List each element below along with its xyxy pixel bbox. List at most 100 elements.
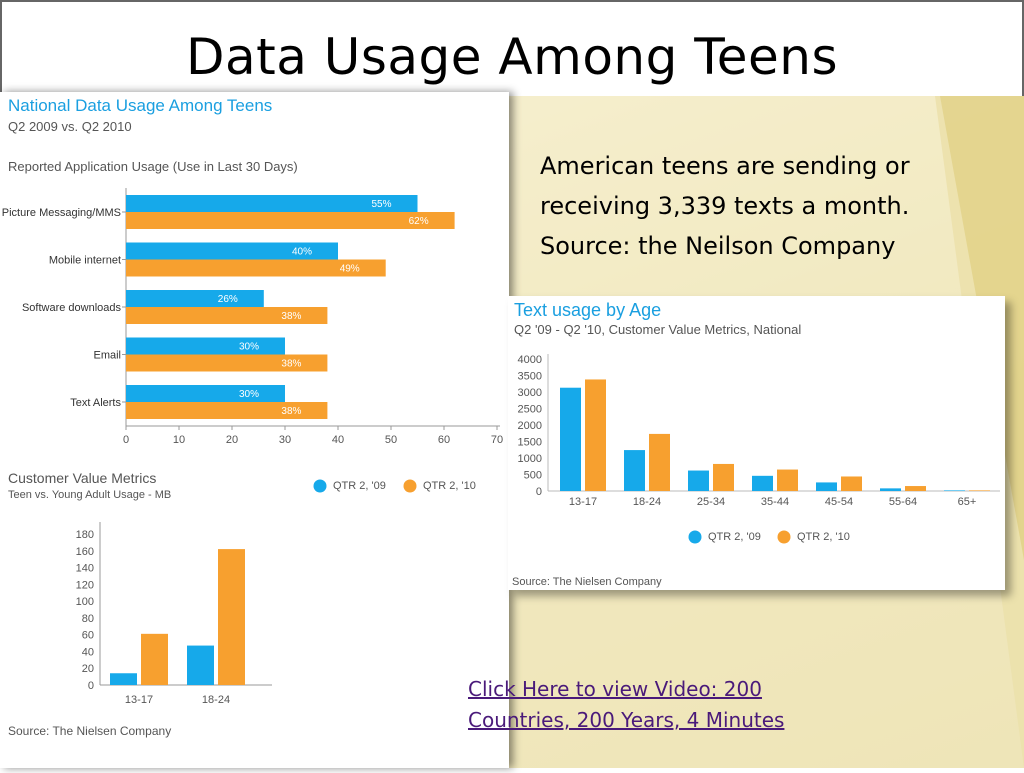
national-usage-bar xyxy=(126,354,328,372)
frame-top-border xyxy=(0,0,1024,2)
customer-value-legend-dot xyxy=(403,479,417,493)
text-usage-x-tick-label: 55-64 xyxy=(889,496,917,508)
customer-value-legend: QTR 2, '09 QTR 2, '10 xyxy=(313,479,476,493)
info-text-block: American teens are sending or receiving … xyxy=(540,146,980,266)
text-usage-title: Text usage by Age xyxy=(514,300,661,320)
text-usage-bar xyxy=(624,450,645,491)
national-usage-category-label: Mobile internet xyxy=(49,255,121,267)
customer-value-y-tick-label: 120 xyxy=(76,579,94,591)
text-usage-bar xyxy=(841,476,862,491)
national-usage-bar-label: 49% xyxy=(340,264,360,275)
text-usage-legend-label: QTR 2, '10 xyxy=(797,531,850,543)
text-usage-legend-dot xyxy=(777,530,791,544)
national-usage-bar xyxy=(126,242,338,260)
national-usage-section-label: Reported Application Usage (Use in Last … xyxy=(8,159,298,174)
national-usage-x-tick-label: 60 xyxy=(438,434,450,446)
customer-value-title: Customer Value Metrics xyxy=(8,470,156,486)
text-usage-x-tick-label: 18-24 xyxy=(633,496,661,508)
national-usage-x-tick-label: 20 xyxy=(226,434,238,446)
video-link-line-1[interactable]: Click Here to view Video: 200 xyxy=(468,677,762,701)
customer-value-y-tick-label: 100 xyxy=(76,596,94,608)
slide-title: Data Usage Among Teens xyxy=(185,28,839,86)
text-usage-x-tick-label: 13-17 xyxy=(569,496,597,508)
text-usage-chart-svg: Text usage by Age Q2 '09 - Q2 '10, Custo… xyxy=(512,300,1000,588)
customer-value-subtitle: Teen vs. Young Adult Usage - MB xyxy=(8,489,171,501)
text-usage-bar xyxy=(880,488,901,491)
text-usage-y-tick-label: 3000 xyxy=(518,387,542,399)
national-usage-x-tick-label: 10 xyxy=(173,434,185,446)
national-usage-bar-label: 30% xyxy=(239,389,259,400)
frame-right-border xyxy=(1022,0,1024,96)
text-usage-bar xyxy=(688,470,709,491)
national-usage-x-tick-label: 30 xyxy=(279,434,291,446)
customer-value-y-tick-label: 180 xyxy=(76,529,94,541)
national-usage-title: National Data Usage Among Teens xyxy=(8,96,272,115)
text-usage-x-tick-label: 35-44 xyxy=(761,496,789,508)
text-usage-x-tick-label: 65+ xyxy=(958,496,977,508)
customer-value-y-tick-label: 80 xyxy=(82,613,94,625)
national-usage-subtitle: Q2 2009 vs. Q2 2010 xyxy=(8,119,132,134)
national-usage-x-tick-label: 50 xyxy=(385,434,397,446)
video-link-line-2[interactable]: Countries, 200 Years, 4 Minutes xyxy=(468,708,785,732)
left-chart-panel: National Data Usage Among Teens Q2 2009 … xyxy=(0,92,509,768)
video-link[interactable]: Click Here to view Video: 200 Countries,… xyxy=(468,674,828,736)
national-usage-bar-label: 26% xyxy=(218,294,238,305)
customer-value-y-tick-label: 20 xyxy=(82,663,94,675)
customer-value-bar xyxy=(187,645,214,685)
text-usage-subtitle: Q2 '09 - Q2 '10, Customer Value Metrics,… xyxy=(514,322,801,337)
national-usage-bar-label: 62% xyxy=(409,216,429,227)
customer-value-axes: 0 20 40 60 80 100 120 140 160 180 13-17 18-24 xyxy=(76,522,272,706)
text-usage-y-tick-label: 4000 xyxy=(518,354,542,366)
customer-value-bars xyxy=(110,549,245,685)
customer-value-y-tick-label: 160 xyxy=(76,546,94,558)
customer-value-y-tick-label: 140 xyxy=(76,563,94,575)
text-usage-chart-panel: Text usage by Age Q2 '09 - Q2 '10, Custo… xyxy=(508,296,1005,590)
text-usage-y-tick-label: 3500 xyxy=(518,371,542,383)
national-usage-bar xyxy=(126,195,418,212)
national-usage-x-tick-label: 0 xyxy=(123,434,129,446)
text-usage-y-tick-label: 2500 xyxy=(518,404,542,416)
left-charts-svg: National Data Usage Among Teens Q2 2009 … xyxy=(2,96,503,738)
customer-value-y-tick-label: 60 xyxy=(82,630,94,642)
text-usage-source: Source: The Nielsen Company xyxy=(512,576,662,588)
national-usage-bar xyxy=(126,307,328,324)
text-usage-bar xyxy=(969,490,990,491)
national-usage-bar xyxy=(126,402,328,419)
text-usage-bar xyxy=(777,469,798,491)
national-usage-x-ticks: 0 10 20 30 40 50 60 70 xyxy=(123,426,503,446)
info-line-1: American teens are sending or xyxy=(540,152,910,180)
customer-value-y-tick-label: 40 xyxy=(82,646,94,658)
text-usage-bar xyxy=(649,433,670,491)
national-usage-x-tick-label: 40 xyxy=(332,434,344,446)
national-usage-bar-label: 38% xyxy=(281,359,301,370)
text-usage-bar xyxy=(752,475,773,491)
customer-value-legend-label: QTR 2, '09 xyxy=(333,480,386,492)
text-usage-bar xyxy=(585,379,606,491)
customer-value-bar xyxy=(218,549,245,685)
customer-value-legend-dot xyxy=(313,479,327,493)
national-usage-bar xyxy=(126,212,455,229)
national-usage-bar-label: 30% xyxy=(239,342,259,353)
national-usage-category-label: Software downloads xyxy=(22,302,122,314)
text-usage-y-tick-label: 0 xyxy=(536,486,542,498)
national-usage-category-label: Text Alerts xyxy=(70,397,121,409)
info-line-2: receiving 3,339 texts a month. xyxy=(540,192,910,220)
national-usage-category-labels: Picture Messaging/MMS Mobile internet Soft… xyxy=(2,207,126,409)
text-usage-bar xyxy=(713,463,734,491)
info-line-3: Source: the Neilson Company xyxy=(540,232,896,260)
customer-value-y-tick-label: 0 xyxy=(88,680,94,692)
customer-value-x-tick-label: 18-24 xyxy=(202,694,230,706)
text-usage-bar xyxy=(944,490,965,491)
national-usage-x-tick-label: 70 xyxy=(491,434,503,446)
customer-value-legend-label: QTR 2, '10 xyxy=(423,480,476,492)
national-usage-bar xyxy=(126,259,386,277)
text-usage-bar xyxy=(816,482,837,491)
text-usage-x-tick-label: 25-34 xyxy=(697,496,725,508)
text-usage-y-tick-label: 2000 xyxy=(518,420,542,432)
text-usage-legend-dot xyxy=(688,530,702,544)
national-usage-bar-label: 38% xyxy=(281,406,301,417)
national-usage-bar xyxy=(126,290,264,307)
frame-left-border xyxy=(0,0,2,96)
text-usage-bars xyxy=(560,379,990,491)
customer-value-x-tick-label: 13-17 xyxy=(125,694,153,706)
